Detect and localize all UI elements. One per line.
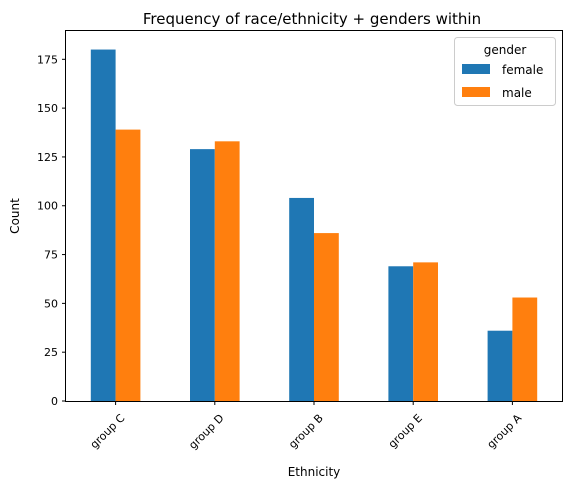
y-axis-label: Count bbox=[8, 198, 22, 234]
bars-group bbox=[90, 49, 538, 402]
x-tick-label: group A bbox=[485, 411, 525, 451]
legend-label-female: female bbox=[502, 63, 543, 77]
bar-female-group-B bbox=[289, 197, 314, 401]
y-tick-label: 150 bbox=[37, 102, 58, 115]
legend-label-male: male bbox=[502, 86, 532, 100]
plot-frame bbox=[65, 30, 563, 402]
legend-title: gender bbox=[484, 43, 527, 57]
x-tick-label: group C bbox=[88, 411, 128, 451]
y-axis: 0 25 50 75 100 125 150 175 bbox=[37, 53, 66, 408]
bar-male-group-D bbox=[214, 141, 240, 401]
y-tick-label: 50 bbox=[44, 297, 58, 310]
y-tick-label: 100 bbox=[37, 200, 58, 213]
x-tick-label: group D bbox=[186, 412, 226, 452]
bar-female-group-E bbox=[388, 266, 414, 401]
x-axis: group C group D group B group E group A bbox=[88, 401, 525, 452]
bar-male-group-C bbox=[115, 129, 141, 402]
legend-swatch-female bbox=[462, 64, 490, 74]
bar-male-group-B bbox=[314, 233, 339, 401]
bar-female-group-C bbox=[90, 49, 116, 401]
y-tick-label: 0 bbox=[51, 395, 58, 408]
legend-swatch-male bbox=[462, 87, 490, 97]
x-axis-label: Ethnicity bbox=[288, 465, 341, 479]
x-tick-label: group E bbox=[386, 412, 425, 451]
bar-female-group-A bbox=[487, 330, 513, 401]
chart-title: Frequency of race/ethnicity + genders wi… bbox=[143, 10, 481, 28]
legend: gender female male bbox=[454, 37, 556, 106]
y-tick-label: 25 bbox=[44, 346, 58, 359]
y-tick-label: 75 bbox=[44, 249, 58, 262]
bar-male-group-E bbox=[413, 262, 438, 401]
bar-female-group-D bbox=[190, 149, 215, 401]
bar-male-group-A bbox=[512, 297, 538, 401]
x-tick-label: group B bbox=[286, 412, 326, 452]
y-tick-label: 125 bbox=[37, 151, 58, 164]
y-tick-label: 175 bbox=[37, 53, 58, 66]
